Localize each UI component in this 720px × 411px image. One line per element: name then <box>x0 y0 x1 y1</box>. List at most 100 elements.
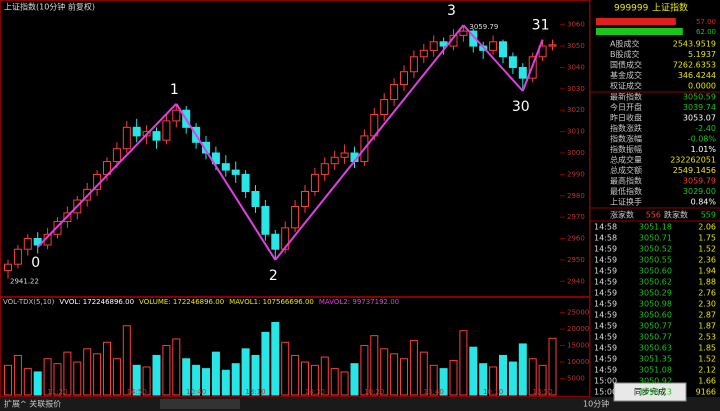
trade-time: 14:59 <box>594 245 617 254</box>
volume-bar <box>479 363 488 396</box>
period[interactable]: 10分钟 <box>583 399 609 409</box>
trade-volume: 1.94 <box>698 267 716 276</box>
candle-body <box>310 173 319 192</box>
volume-bar <box>291 354 300 396</box>
volume-bar <box>538 364 547 396</box>
x-tick-label: 10:20 <box>364 388 384 396</box>
volume-bar <box>301 361 309 396</box>
toolbar-icons[interactable] <box>160 399 240 409</box>
stat-value: 7262.6353 <box>673 61 716 70</box>
volume-bar <box>439 368 448 396</box>
y-tick-label: 3060 <box>567 21 585 29</box>
x-tick-label: 13:40 <box>424 388 444 396</box>
volume-header-item: MAVOL1: 107566696.00 <box>229 298 314 306</box>
stat-value: 346.4244 <box>678 71 716 80</box>
trade-price: 3050.52 <box>639 245 672 254</box>
trade-time: 14:59 <box>594 278 617 287</box>
trade-time: 15:00 <box>594 377 617 386</box>
candle-body <box>459 30 468 36</box>
volume-bar <box>459 330 468 396</box>
trade-price: 3051.08 <box>639 366 672 375</box>
volume-bar <box>409 340 418 396</box>
y-tick-label: 2990 <box>567 170 585 178</box>
wave-label: 30 <box>512 99 530 115</box>
toolbar-left[interactable]: 扩展^ 关联报价 <box>4 399 61 409</box>
trade-volume: 2.06 <box>698 223 716 232</box>
trade-volume: 2.76 <box>698 289 716 298</box>
candle-body <box>261 205 270 235</box>
y-tick-label: 3020 <box>567 106 585 114</box>
ratio-bar <box>596 28 683 35</box>
volume-bar <box>192 364 201 396</box>
stat-value: 2549.1456 <box>673 166 716 175</box>
wave-label: 2 <box>269 268 278 284</box>
stat-value: 5.1937 <box>688 50 716 59</box>
y-tick-label: 2940 <box>567 277 585 285</box>
volume-header-item: MAVOL2: 99737192.00 <box>319 298 399 306</box>
trade-price: 3050.62 <box>639 278 672 287</box>
volume-bar <box>380 348 389 396</box>
y-tick-label: 3000 <box>567 149 585 157</box>
volume-header-item: VVOL: 172246896.00 <box>59 298 134 306</box>
wave-line <box>274 24 465 261</box>
y-tick-label: 2950 <box>567 256 585 264</box>
trade-time: 15:00 <box>594 388 617 397</box>
x-tick-label: 10:10 <box>483 388 503 396</box>
candle-body <box>122 126 131 150</box>
stat-label: 今日开盘 <box>610 102 642 112</box>
volume-bar <box>172 338 181 396</box>
volume-bar <box>419 351 428 396</box>
ratio-label: 57.00 <box>696 18 716 26</box>
stat-value: 2543.9519 <box>673 40 716 49</box>
trade-volume: 2.53 <box>698 333 716 342</box>
volume-bar <box>93 353 102 396</box>
volume-bar <box>350 363 359 396</box>
popup-text: 同步完成 <box>634 387 666 397</box>
volume-bar <box>23 368 32 396</box>
stat-value: -0.08% <box>688 135 717 144</box>
wave-line <box>521 39 544 92</box>
stat-label: B股成交 <box>610 49 640 59</box>
stat-value: 3029.00 <box>683 187 716 196</box>
trade-time: 14:59 <box>594 267 617 276</box>
trade-time: 14:59 <box>594 366 617 375</box>
candle-body <box>518 66 527 79</box>
volume-bar <box>370 335 379 396</box>
wave-line <box>36 103 178 248</box>
volume-bar <box>132 364 141 396</box>
stat-value: 1.01% <box>691 145 717 154</box>
stat-label: 基金成交 <box>610 70 642 80</box>
volume-header-item: VOLUME: 172246896.00 <box>139 298 224 306</box>
trade-price: 3050.55 <box>639 256 672 265</box>
stat-value: 232262051 <box>670 156 716 165</box>
volume-bar <box>429 364 438 396</box>
volume-bar <box>261 331 270 396</box>
volume-bar <box>162 345 171 396</box>
trade-price: 3051.18 <box>639 223 672 232</box>
volume-tick-label: 20000 <box>567 325 589 333</box>
wave-label: 3 <box>447 3 456 19</box>
candle-body <box>271 233 280 250</box>
stat-label: 指数振幅 <box>610 144 642 154</box>
volume-header: VOL-TDX(5,10) VVOL: 172246896.00 VOLUME: 1… <box>3 298 399 306</box>
candle-body <box>251 190 260 207</box>
candle-body <box>548 44 557 47</box>
candle-body <box>400 71 408 86</box>
volume-bar <box>281 341 290 396</box>
candle-body <box>152 131 161 141</box>
trade-time: 14:59 <box>594 311 617 320</box>
trade-price: 3050.29 <box>639 289 672 298</box>
y-tick-label: 3040 <box>567 63 585 71</box>
volume-bar <box>182 358 191 396</box>
trade-volume: 2.12 <box>698 366 716 375</box>
candle-body <box>231 169 240 175</box>
volume-bar <box>142 366 151 396</box>
trade-price: 3050.60 <box>639 311 672 320</box>
trade-volume: 1.75 <box>698 234 716 243</box>
trade-price: 3050.92 <box>639 377 672 386</box>
volume-bar <box>499 354 507 396</box>
volume-bar <box>390 353 399 396</box>
stat-value: -2.40 <box>695 124 716 133</box>
